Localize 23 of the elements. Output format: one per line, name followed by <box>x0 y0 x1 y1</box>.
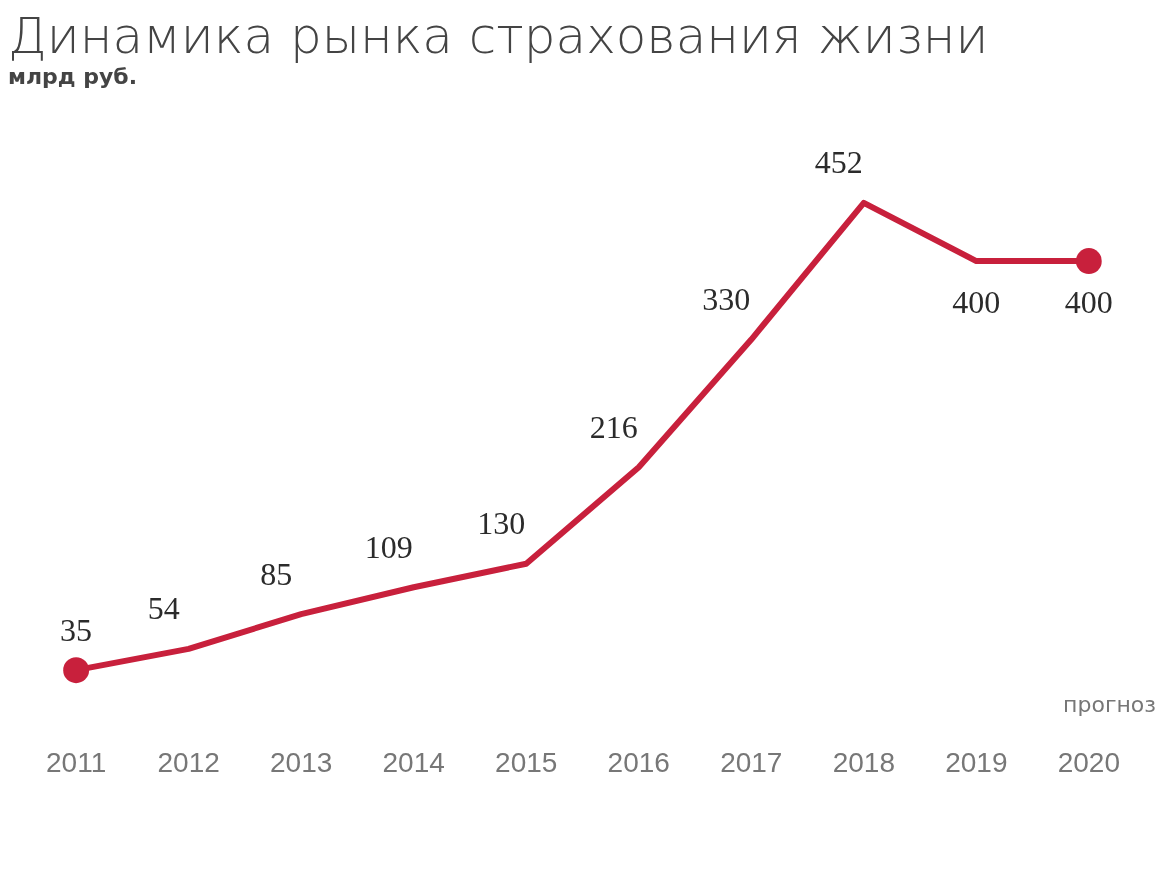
data-label: 35 <box>60 611 93 648</box>
x-tick-label: 2014 <box>382 746 445 778</box>
data-label: 85 <box>260 555 293 592</box>
data-label: 216 <box>589 408 638 445</box>
x-tick-label: 2011 <box>46 746 107 778</box>
chart-subtitle: млрд руб. <box>8 64 139 89</box>
x-tick-label: 2015 <box>495 746 558 778</box>
data-label: 400 <box>1064 284 1113 321</box>
x-tick-label: 2013 <box>270 746 333 778</box>
data-label: 330 <box>702 280 751 317</box>
data-label: 54 <box>147 590 180 627</box>
x-tick-label: 2019 <box>945 746 1008 778</box>
x-tick-label: 2017 <box>720 746 783 778</box>
x-tick-label: 2018 <box>832 746 895 778</box>
data-label: 452 <box>814 144 863 181</box>
x-tick-label: 2016 <box>607 746 670 778</box>
x-tick-label: 2020 <box>1057 746 1120 778</box>
chart-title: Динамика рынка страхования жизни <box>8 7 990 65</box>
text: прогноз <box>1063 692 1157 718</box>
data-label: 130 <box>477 505 526 542</box>
data-label: 109 <box>364 528 413 565</box>
x-tick-label: 2012 <box>157 746 220 778</box>
data-label: 400 <box>952 284 1001 321</box>
